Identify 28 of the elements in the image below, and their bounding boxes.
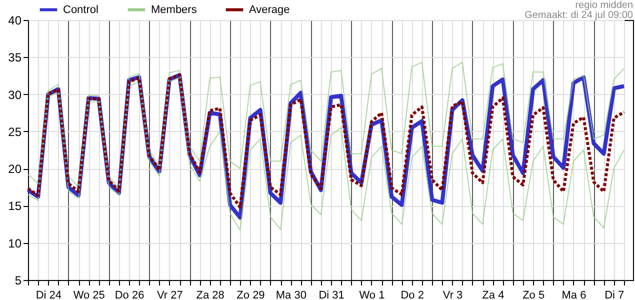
- y-tick-label: 35: [8, 50, 22, 65]
- x-tick-label: Ma 30: [276, 290, 306, 300]
- x-tick-label: Za 4: [482, 290, 504, 300]
- legend-label: Average: [249, 4, 290, 16]
- x-tick-label: Di 31: [318, 290, 344, 300]
- x-tick-label: Do 26: [114, 290, 144, 300]
- y-tick-label: 5: [14, 274, 22, 288]
- x-tick-label: Di 24: [36, 290, 62, 300]
- y-tick-label: 15: [8, 199, 22, 214]
- y-tick-label: 20: [8, 162, 22, 176]
- x-tick-label: Vr 3: [442, 290, 463, 300]
- legend-label: Members: [151, 4, 198, 16]
- text: regio midden: [575, 0, 633, 11]
- y-tick-label: 10: [8, 236, 22, 250]
- x-tick-label: Wo 1: [359, 290, 385, 300]
- x-tick-label: Zo 5: [522, 290, 545, 300]
- annotation: Gemaakt: di 24 jul 09:00: [524, 10, 634, 21]
- y-tick-label: 40: [8, 14, 22, 28]
- y-tick-label: 25: [8, 124, 22, 139]
- x-tick-label: Zo 29: [236, 290, 265, 300]
- y-tick-label: 30: [8, 88, 22, 102]
- x-tick-label: Za 28: [196, 290, 224, 300]
- legend-label: Control: [63, 4, 98, 16]
- x-tick-label: Wo 25: [73, 290, 105, 300]
- x-tick-label: Do 2: [400, 290, 424, 300]
- x-tick-label: Vr 27: [156, 290, 183, 300]
- x-tick-label: Di 7: [604, 290, 624, 300]
- x-tick-label: Ma 6: [562, 290, 586, 300]
